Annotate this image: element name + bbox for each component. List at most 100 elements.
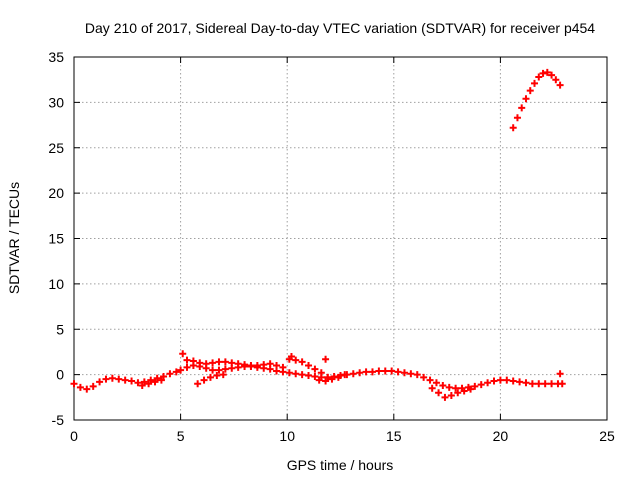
data-point xyxy=(209,366,217,374)
data-point xyxy=(221,365,229,373)
data-point xyxy=(447,391,455,399)
data-point xyxy=(160,372,168,380)
data-point xyxy=(153,374,161,382)
y-tick-label: -5 xyxy=(52,412,65,428)
data-point xyxy=(183,356,191,364)
data-point xyxy=(209,359,217,367)
data-point xyxy=(102,375,110,383)
y-tick-label: 10 xyxy=(48,276,64,292)
data-point xyxy=(311,372,319,380)
x-tick-label: 20 xyxy=(493,428,509,444)
data-point xyxy=(516,378,524,386)
data-point xyxy=(266,360,274,368)
data-point xyxy=(213,372,221,380)
data-point xyxy=(441,393,449,401)
data-point xyxy=(70,380,78,388)
data-point xyxy=(128,377,136,385)
data-point xyxy=(400,369,408,377)
data-point xyxy=(322,377,330,385)
data-point xyxy=(509,124,517,132)
x-tick-label: 0 xyxy=(70,428,78,444)
data-point xyxy=(322,355,330,363)
series-sdtvar-lower-band xyxy=(138,371,475,401)
data-point xyxy=(368,368,376,376)
data-point xyxy=(202,360,210,368)
data-point xyxy=(548,380,556,388)
data-point xyxy=(467,385,475,393)
data-point xyxy=(115,375,123,383)
data-point xyxy=(260,361,268,369)
data-point xyxy=(292,370,300,378)
data-point xyxy=(535,380,543,388)
y-tick-label: 20 xyxy=(48,185,64,201)
data-point xyxy=(194,380,202,388)
data-point xyxy=(503,376,511,384)
data-point xyxy=(287,352,295,360)
data-point xyxy=(471,382,479,390)
chart-title: Day 210 of 2017, Sidereal Day-to-day VTE… xyxy=(85,20,595,36)
data-point xyxy=(334,373,342,381)
data-point xyxy=(157,376,165,384)
data-point xyxy=(140,378,148,386)
data-point xyxy=(552,76,560,84)
data-point xyxy=(548,71,556,79)
data-point xyxy=(381,367,389,375)
data-point xyxy=(215,358,223,366)
data-point xyxy=(228,359,236,367)
y-tick-label: 15 xyxy=(48,231,64,247)
data-point xyxy=(177,366,185,374)
data-point xyxy=(138,382,146,390)
data-point xyxy=(558,380,566,388)
data-point xyxy=(535,73,543,81)
x-tick-label: 10 xyxy=(279,428,295,444)
data-point xyxy=(420,373,428,381)
data-point xyxy=(121,376,129,384)
y-tick-label: 30 xyxy=(48,94,64,110)
y-tick-label: 5 xyxy=(56,321,64,337)
data-point xyxy=(375,367,383,375)
data-point xyxy=(196,359,204,367)
data-point xyxy=(356,369,364,377)
data-point xyxy=(556,81,564,89)
data-point xyxy=(234,360,242,368)
data-point xyxy=(285,369,293,377)
data-point xyxy=(89,382,97,390)
data-point xyxy=(432,379,440,387)
data-point xyxy=(219,371,227,379)
data-point xyxy=(388,367,396,375)
data-point xyxy=(253,362,261,370)
data-point xyxy=(83,385,91,393)
data-point xyxy=(247,362,255,370)
data-point xyxy=(490,377,498,385)
series-sdtvar-arc xyxy=(509,68,564,132)
data-point xyxy=(413,371,421,379)
data-point xyxy=(221,358,229,366)
data-point xyxy=(522,95,530,103)
data-point xyxy=(273,362,281,370)
data-point xyxy=(341,371,349,379)
data-point xyxy=(454,389,462,397)
data-point xyxy=(215,366,223,374)
data-point xyxy=(298,371,306,379)
data-point xyxy=(428,384,436,392)
data-point xyxy=(452,384,460,392)
data-point xyxy=(305,362,313,370)
data-point xyxy=(349,370,357,378)
data-series xyxy=(70,68,566,401)
data-point xyxy=(445,383,453,391)
data-point xyxy=(311,365,319,373)
data-point xyxy=(526,87,534,95)
data-point xyxy=(426,376,434,384)
data-point xyxy=(522,379,530,387)
data-point xyxy=(362,368,370,376)
data-point xyxy=(151,378,159,386)
data-point xyxy=(183,363,191,371)
data-point xyxy=(206,373,214,381)
grid xyxy=(74,57,607,420)
data-point xyxy=(439,382,447,390)
data-point xyxy=(179,350,187,358)
x-tick-label: 15 xyxy=(386,428,402,444)
data-point xyxy=(189,357,197,365)
data-point xyxy=(556,370,564,378)
